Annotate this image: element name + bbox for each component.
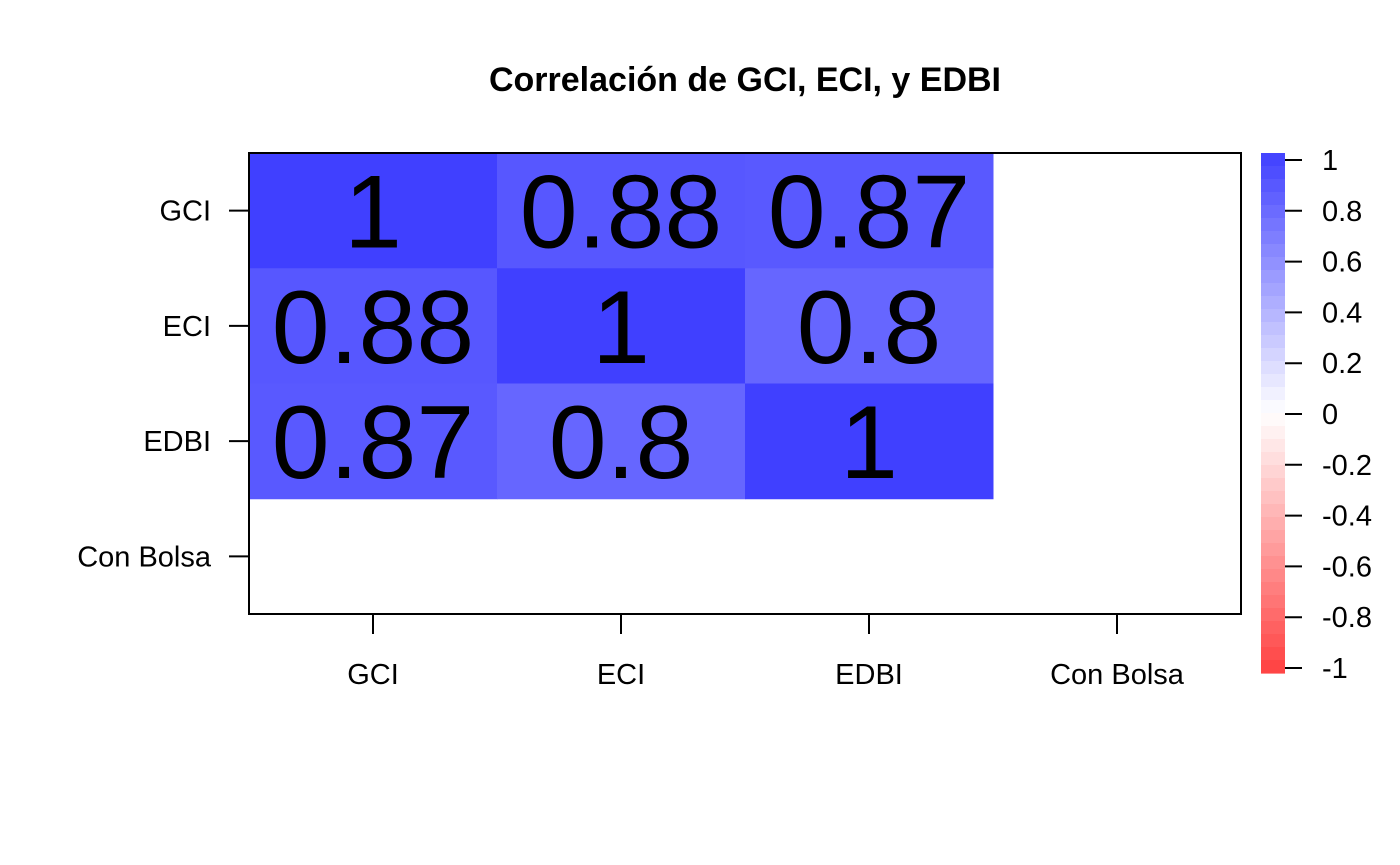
colorbar-segment (1261, 413, 1285, 427)
heatmap-cell (249, 268, 498, 384)
colorbar-segment (1261, 335, 1285, 349)
colorbar-tick-label: 1 (1322, 145, 1338, 177)
y-axis: GCI ECI EDBI Con Bolsa (77, 196, 249, 573)
colorbar-segment (1261, 348, 1285, 362)
cell-value-label: 0.8 (797, 270, 942, 386)
colorbar-segment (1261, 205, 1285, 219)
colorbar-segment (1261, 296, 1285, 310)
cell-value-label: 1 (344, 155, 402, 271)
colorbar-segment (1261, 530, 1285, 544)
colorbar-segment (1261, 556, 1285, 570)
cell-value-label: 0.88 (520, 155, 722, 271)
colorbar-segment (1261, 361, 1285, 375)
colorbar-segment (1261, 452, 1285, 466)
colorbar-segment (1261, 387, 1285, 401)
colorbar-segment (1261, 322, 1285, 336)
colorbar-segment (1261, 218, 1285, 232)
colorbar-segment (1261, 465, 1285, 479)
heatmap-cell (497, 383, 746, 500)
colorbar-segment (1261, 244, 1285, 258)
x-tick-label: GCI (347, 659, 399, 691)
colorbar-segment (1261, 569, 1285, 583)
colorbar-segment (1261, 309, 1285, 323)
x-axis: GCI ECI EDBI Con Bolsa (347, 614, 1185, 691)
heatmap-cell (249, 383, 498, 500)
y-tick-label: GCI (159, 196, 211, 228)
x-tick-label: EDBI (835, 659, 903, 691)
heatmap-cell (745, 268, 994, 384)
colorbar-tick-label: 0.4 (1322, 297, 1362, 329)
cell-value-label: 1 (840, 385, 898, 501)
colorbar-segment (1261, 374, 1285, 388)
colorbar-tick-label: 0 (1322, 399, 1338, 431)
colorbar-segment (1261, 543, 1285, 557)
heatmap-cell-labels: 1 0.88 0.870.88 1 0.80.87 0.8 1 (272, 155, 970, 502)
colorbar-segment (1261, 634, 1285, 648)
colorbar-segment (1261, 153, 1285, 167)
colorbar-segment (1261, 439, 1285, 453)
colorbar-tick-label: -1 (1322, 653, 1348, 685)
x-tick-label: ECI (597, 659, 645, 691)
colorbar-segment (1261, 660, 1285, 674)
colorbar-segment (1261, 166, 1285, 180)
heatmap-cell (497, 153, 746, 269)
heatmap-cell (745, 383, 994, 500)
colorbar-segment (1261, 179, 1285, 193)
cell-value-label: 0.8 (549, 385, 694, 501)
heatmap-cell (249, 153, 498, 269)
cell-value-label: 1 (592, 270, 650, 386)
colorbar-segment (1261, 426, 1285, 440)
y-tick-label: EDBI (143, 426, 211, 458)
colorbar-segment (1261, 478, 1285, 492)
colorbar-tick-label: 0.8 (1322, 196, 1362, 228)
colorbar-segment (1261, 595, 1285, 609)
colorbar-segment (1261, 192, 1285, 206)
x-tick-label: Con Bolsa (1050, 659, 1185, 691)
colorbar-tick-label: -0.2 (1322, 450, 1372, 482)
colorbar-tick-label: -0.6 (1322, 551, 1372, 583)
chart-title: Correlación de GCI, ECI, y EDBI (489, 61, 1001, 99)
colorbar-segment (1261, 608, 1285, 622)
colorbar-tick-label: -0.4 (1322, 501, 1372, 533)
colorbar-segment (1261, 283, 1285, 297)
colorbar-segment (1261, 621, 1285, 635)
colorbar-segment (1261, 582, 1285, 596)
cell-value-label: 0.88 (272, 270, 474, 386)
colorbar-segment (1261, 491, 1285, 505)
heatmap-cells (249, 153, 994, 500)
colorbar-segment (1261, 647, 1285, 661)
colorbar-segment (1261, 270, 1285, 284)
colorbar-tick-label: 0.2 (1322, 348, 1362, 380)
colorbar-segment (1261, 231, 1285, 245)
colorbar-segment (1261, 517, 1285, 531)
colorbar-segment (1261, 400, 1285, 414)
colorbar-tick-label: -0.8 (1322, 602, 1372, 634)
heatmap-cell (745, 153, 994, 269)
cell-value-label: 0.87 (768, 155, 970, 271)
y-tick-label: ECI (163, 311, 211, 343)
colorbar-segment (1261, 504, 1285, 518)
cell-value-label: 0.87 (272, 385, 474, 501)
heatmap-cell (497, 268, 746, 384)
plot-frame (248, 152, 1242, 615)
y-tick-label: Con Bolsa (77, 541, 212, 573)
colorbar-tick-label: 0.6 (1322, 247, 1362, 279)
colorbar-segment (1261, 257, 1285, 271)
colorbar: 1 0.8 0.6 0.4 0.2 0 -0.2 -0.4 -0.6 -0.8 -1 (1261, 145, 1372, 685)
